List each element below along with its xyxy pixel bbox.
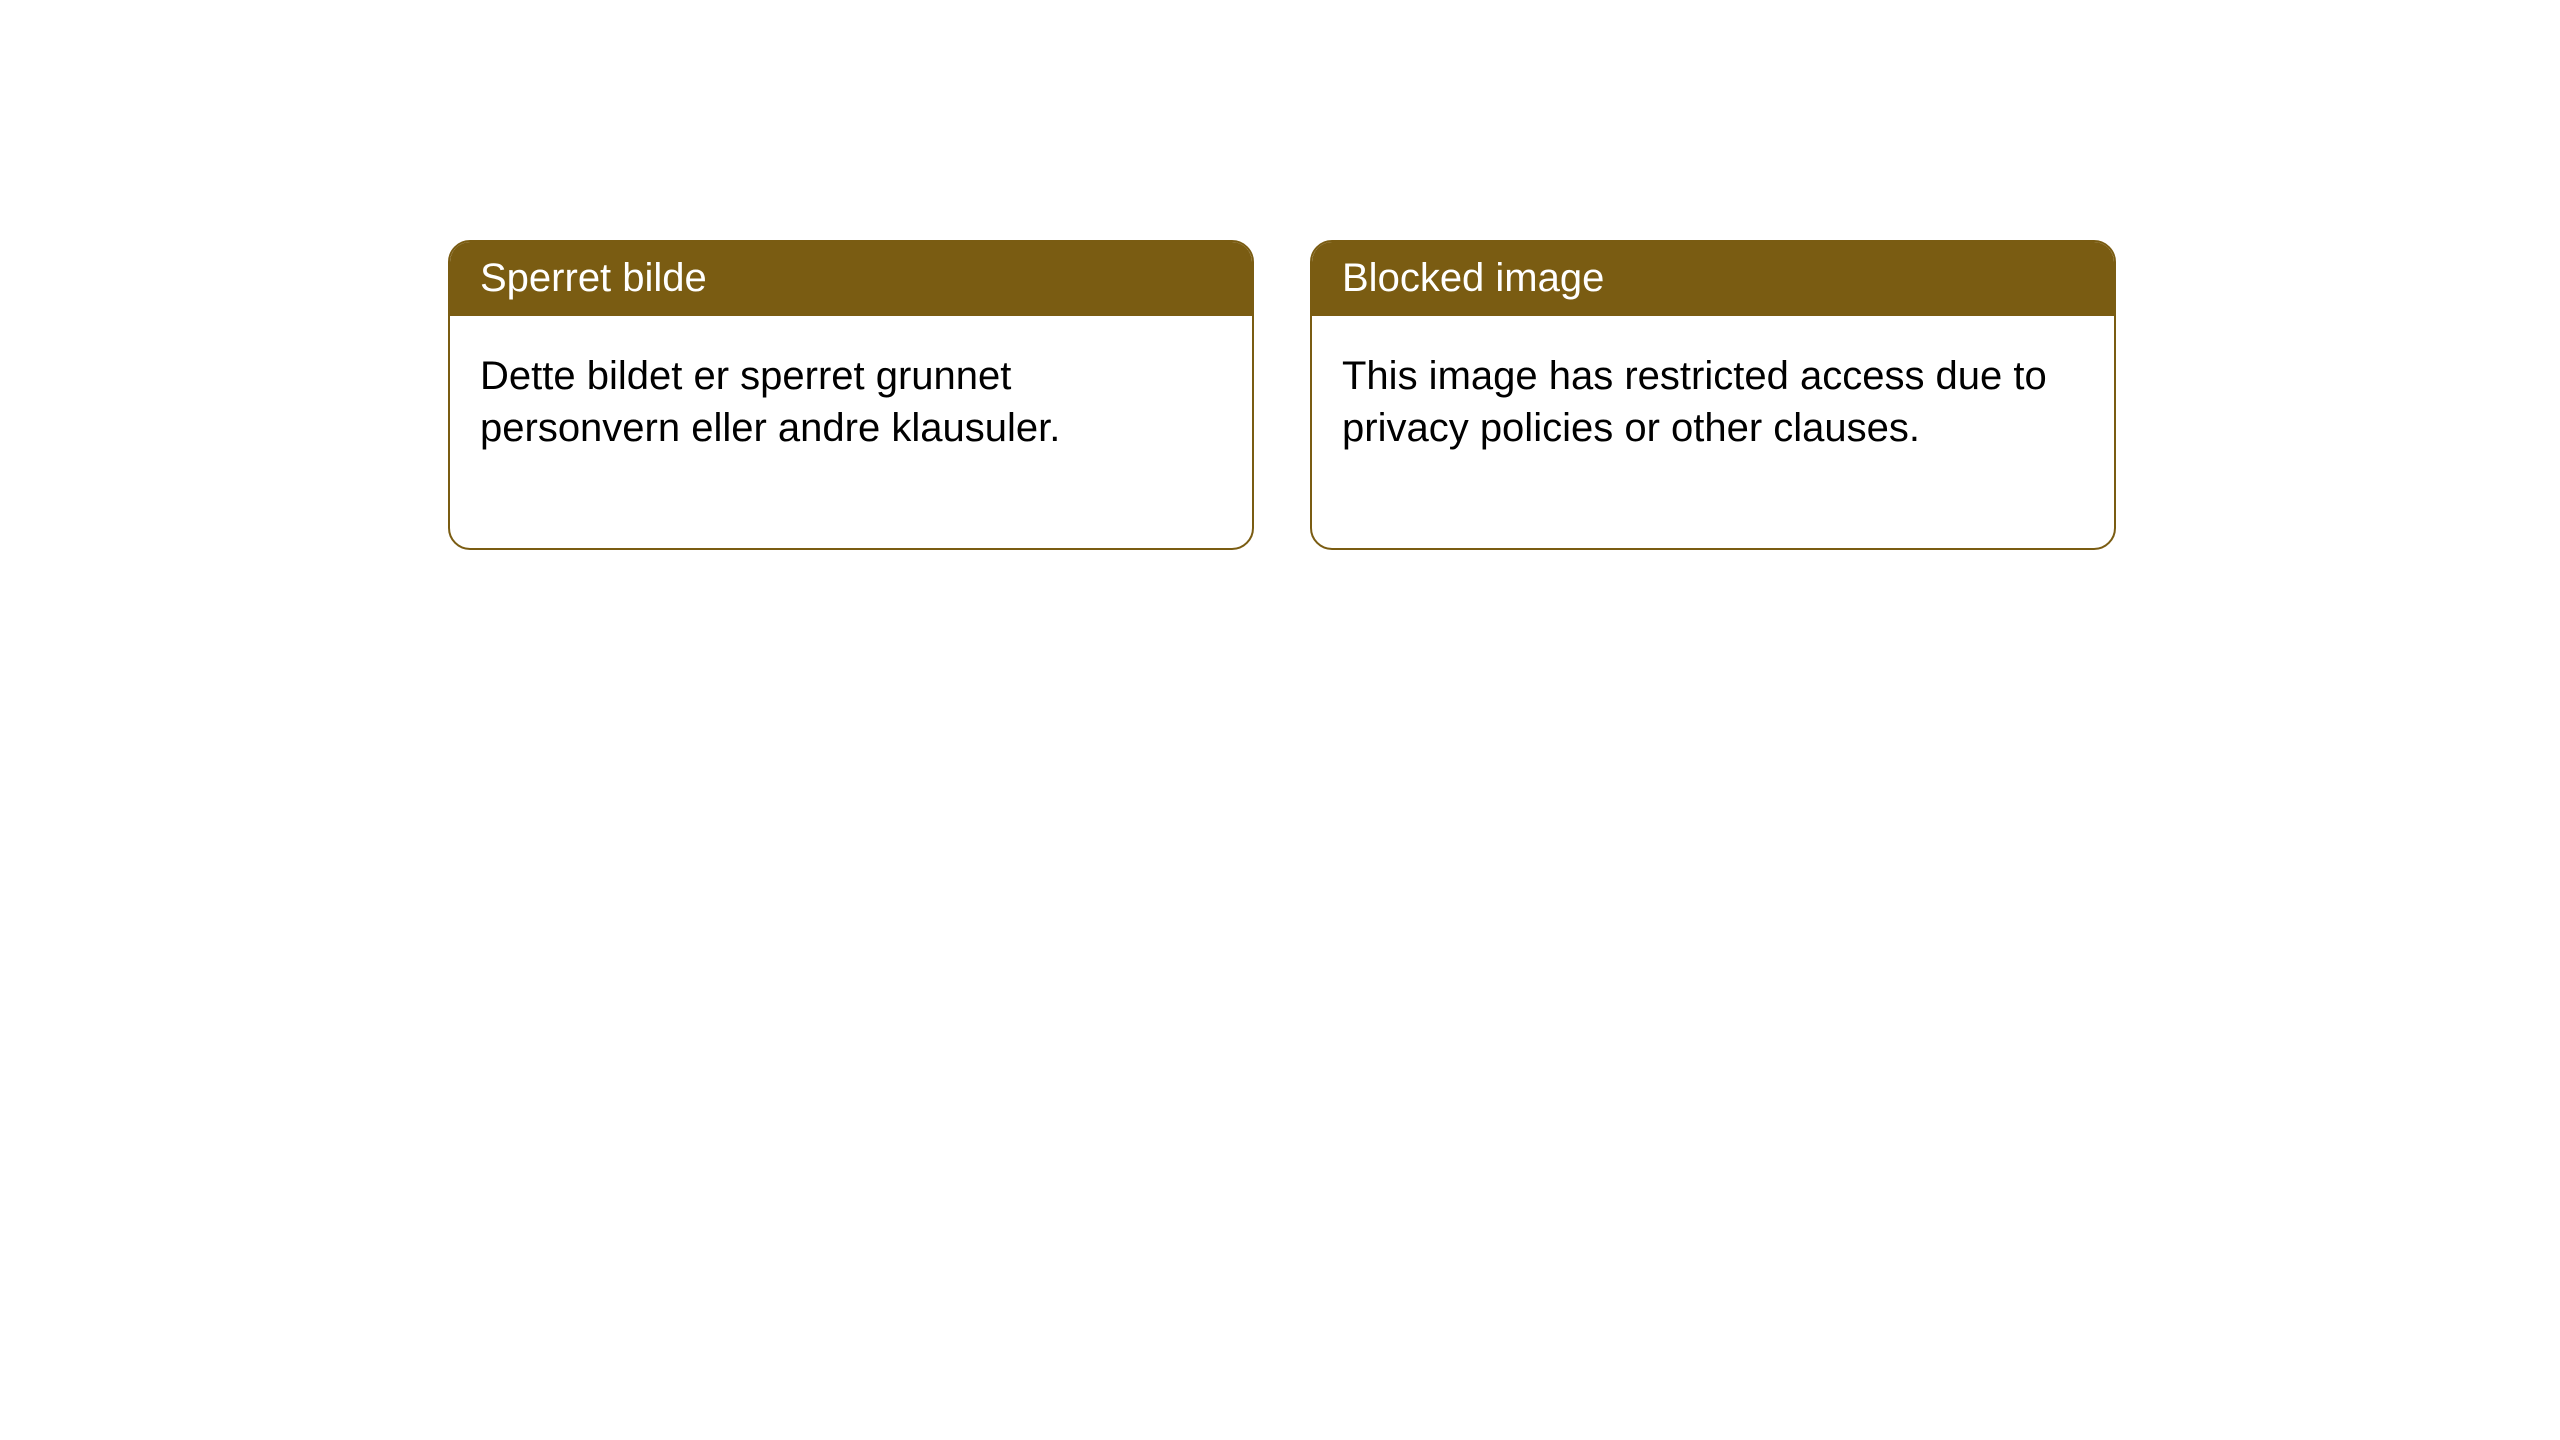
notice-body: This image has restricted access due to … bbox=[1312, 316, 2114, 548]
blocked-image-notice-english: Blocked image This image has restricted … bbox=[1310, 240, 2116, 550]
notice-title: Blocked image bbox=[1312, 242, 2114, 316]
blocked-image-notices-container: Sperret bilde Dette bildet er sperret gr… bbox=[448, 240, 2116, 550]
notice-body: Dette bildet er sperret grunnet personve… bbox=[450, 316, 1252, 548]
blocked-image-notice-norwegian: Sperret bilde Dette bildet er sperret gr… bbox=[448, 240, 1254, 550]
notice-title: Sperret bilde bbox=[450, 242, 1252, 316]
